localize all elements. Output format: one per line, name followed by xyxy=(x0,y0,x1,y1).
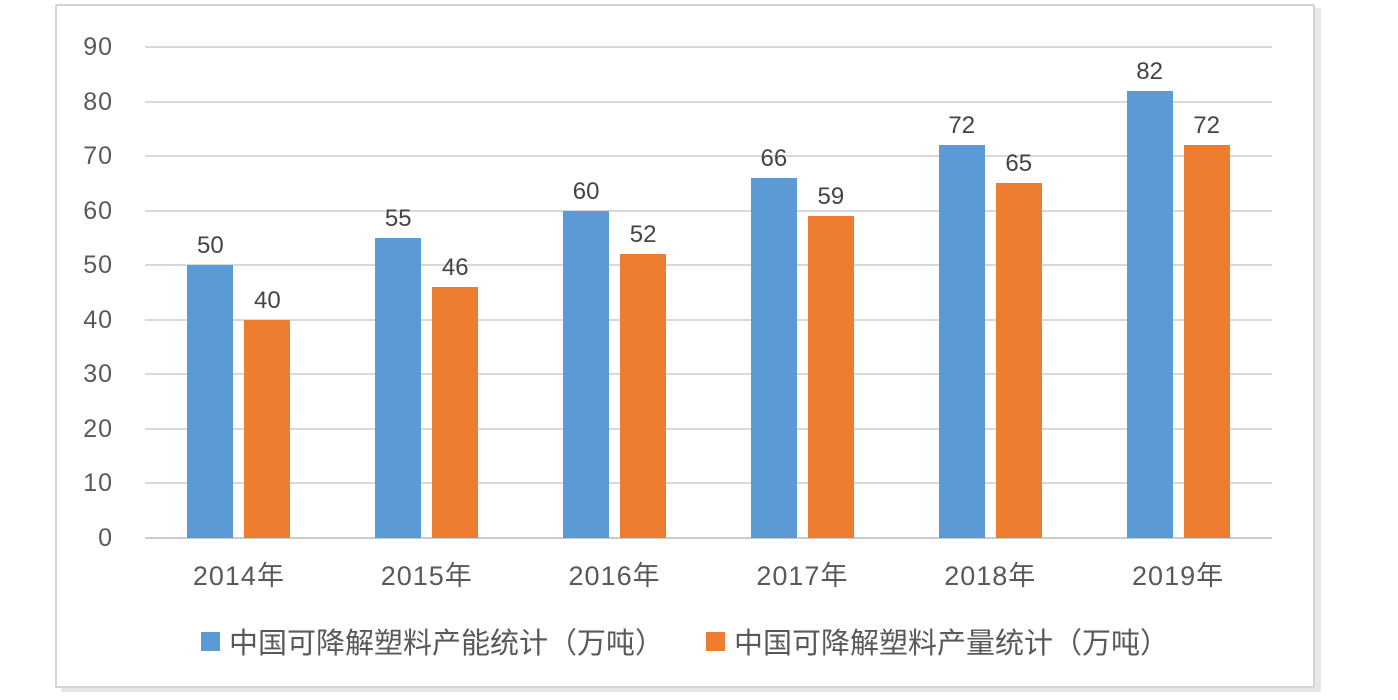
bar-value-label: 52 xyxy=(629,221,657,249)
bar xyxy=(995,183,1042,538)
bar xyxy=(1183,145,1230,538)
legend-label-capacity: 中国可降解塑料产能统计（万吨） xyxy=(228,628,664,660)
gridline xyxy=(145,100,1272,103)
legend-item: 中国可降解塑料产量统计（万吨） xyxy=(706,620,1169,662)
bar-value-label: 72 xyxy=(1193,112,1220,140)
y-tick-label: 10 xyxy=(83,469,113,498)
bar xyxy=(375,237,422,538)
bar xyxy=(1126,90,1173,538)
legend: 中国可降解塑料产能统计（万吨） 中国可降解塑料产量统计（万吨） xyxy=(57,620,1313,662)
x-category-label: 2014年 xyxy=(192,561,285,591)
legend-item: 中国可降解塑料产能统计（万吨） xyxy=(200,620,664,662)
bar xyxy=(620,254,667,538)
x-category-label: 2019年 xyxy=(1132,561,1225,591)
bar-value-label: 65 xyxy=(1005,150,1033,178)
x-axis-line xyxy=(145,537,1272,539)
bar xyxy=(187,265,234,538)
bar-value-label: 72 xyxy=(948,112,976,140)
bar-value-label: 40 xyxy=(254,286,281,314)
y-tick-label: 30 xyxy=(83,360,113,389)
gridline xyxy=(145,427,1272,430)
chart-plot-container: 0 10 20 30 40 50 60 70 80 90 50 40 55 46 60 52 66 59 72 65… xyxy=(57,6,1313,686)
bar-value-label: 59 xyxy=(817,183,845,211)
bar-value-label: 46 xyxy=(441,254,469,282)
legend-swatch-capacity xyxy=(200,631,220,651)
gridline xyxy=(145,264,1272,267)
y-tick-label: 50 xyxy=(83,251,113,280)
chart-frame: 0 10 20 30 40 50 60 70 80 90 50 40 55 46 60 52 66 59 72 65… xyxy=(55,4,1315,688)
bar xyxy=(807,216,854,538)
bar-value-label: 55 xyxy=(384,204,412,232)
x-category-label: 2015年 xyxy=(380,561,473,591)
bar-value-label: 60 xyxy=(572,177,600,205)
gridline xyxy=(145,46,1272,48)
x-category-label: 2018年 xyxy=(944,561,1037,591)
y-tick-label: 20 xyxy=(83,414,113,443)
bar-value-label: 50 xyxy=(197,232,224,260)
y-tick-label: 70 xyxy=(83,142,113,171)
gridline xyxy=(145,318,1272,321)
y-tick-label: 90 xyxy=(83,33,113,61)
x-category-label: 2016年 xyxy=(568,561,661,591)
legend-swatch-output xyxy=(706,631,725,651)
y-tick-label: 60 xyxy=(83,196,113,225)
bar xyxy=(938,145,985,538)
plot-area: 50 40 55 46 60 52 66 59 72 65 82 72 xyxy=(145,46,1272,539)
x-category-label: 2017年 xyxy=(756,561,849,591)
bar-value-label: 66 xyxy=(760,144,788,172)
bar xyxy=(432,287,479,538)
gridline xyxy=(145,155,1272,158)
gridline xyxy=(145,209,1272,212)
y-tick-label: 80 xyxy=(83,87,113,116)
legend-label-output: 中国可降解塑料产量统计（万吨） xyxy=(734,628,1170,660)
gridline xyxy=(145,482,1272,485)
y-tick-label: 0 xyxy=(98,524,113,552)
y-tick-label: 40 xyxy=(83,305,113,334)
bar-value-label: 82 xyxy=(1136,57,1163,85)
bar xyxy=(244,319,291,538)
gridline xyxy=(145,373,1272,376)
bar xyxy=(563,210,610,538)
bar xyxy=(750,177,797,538)
